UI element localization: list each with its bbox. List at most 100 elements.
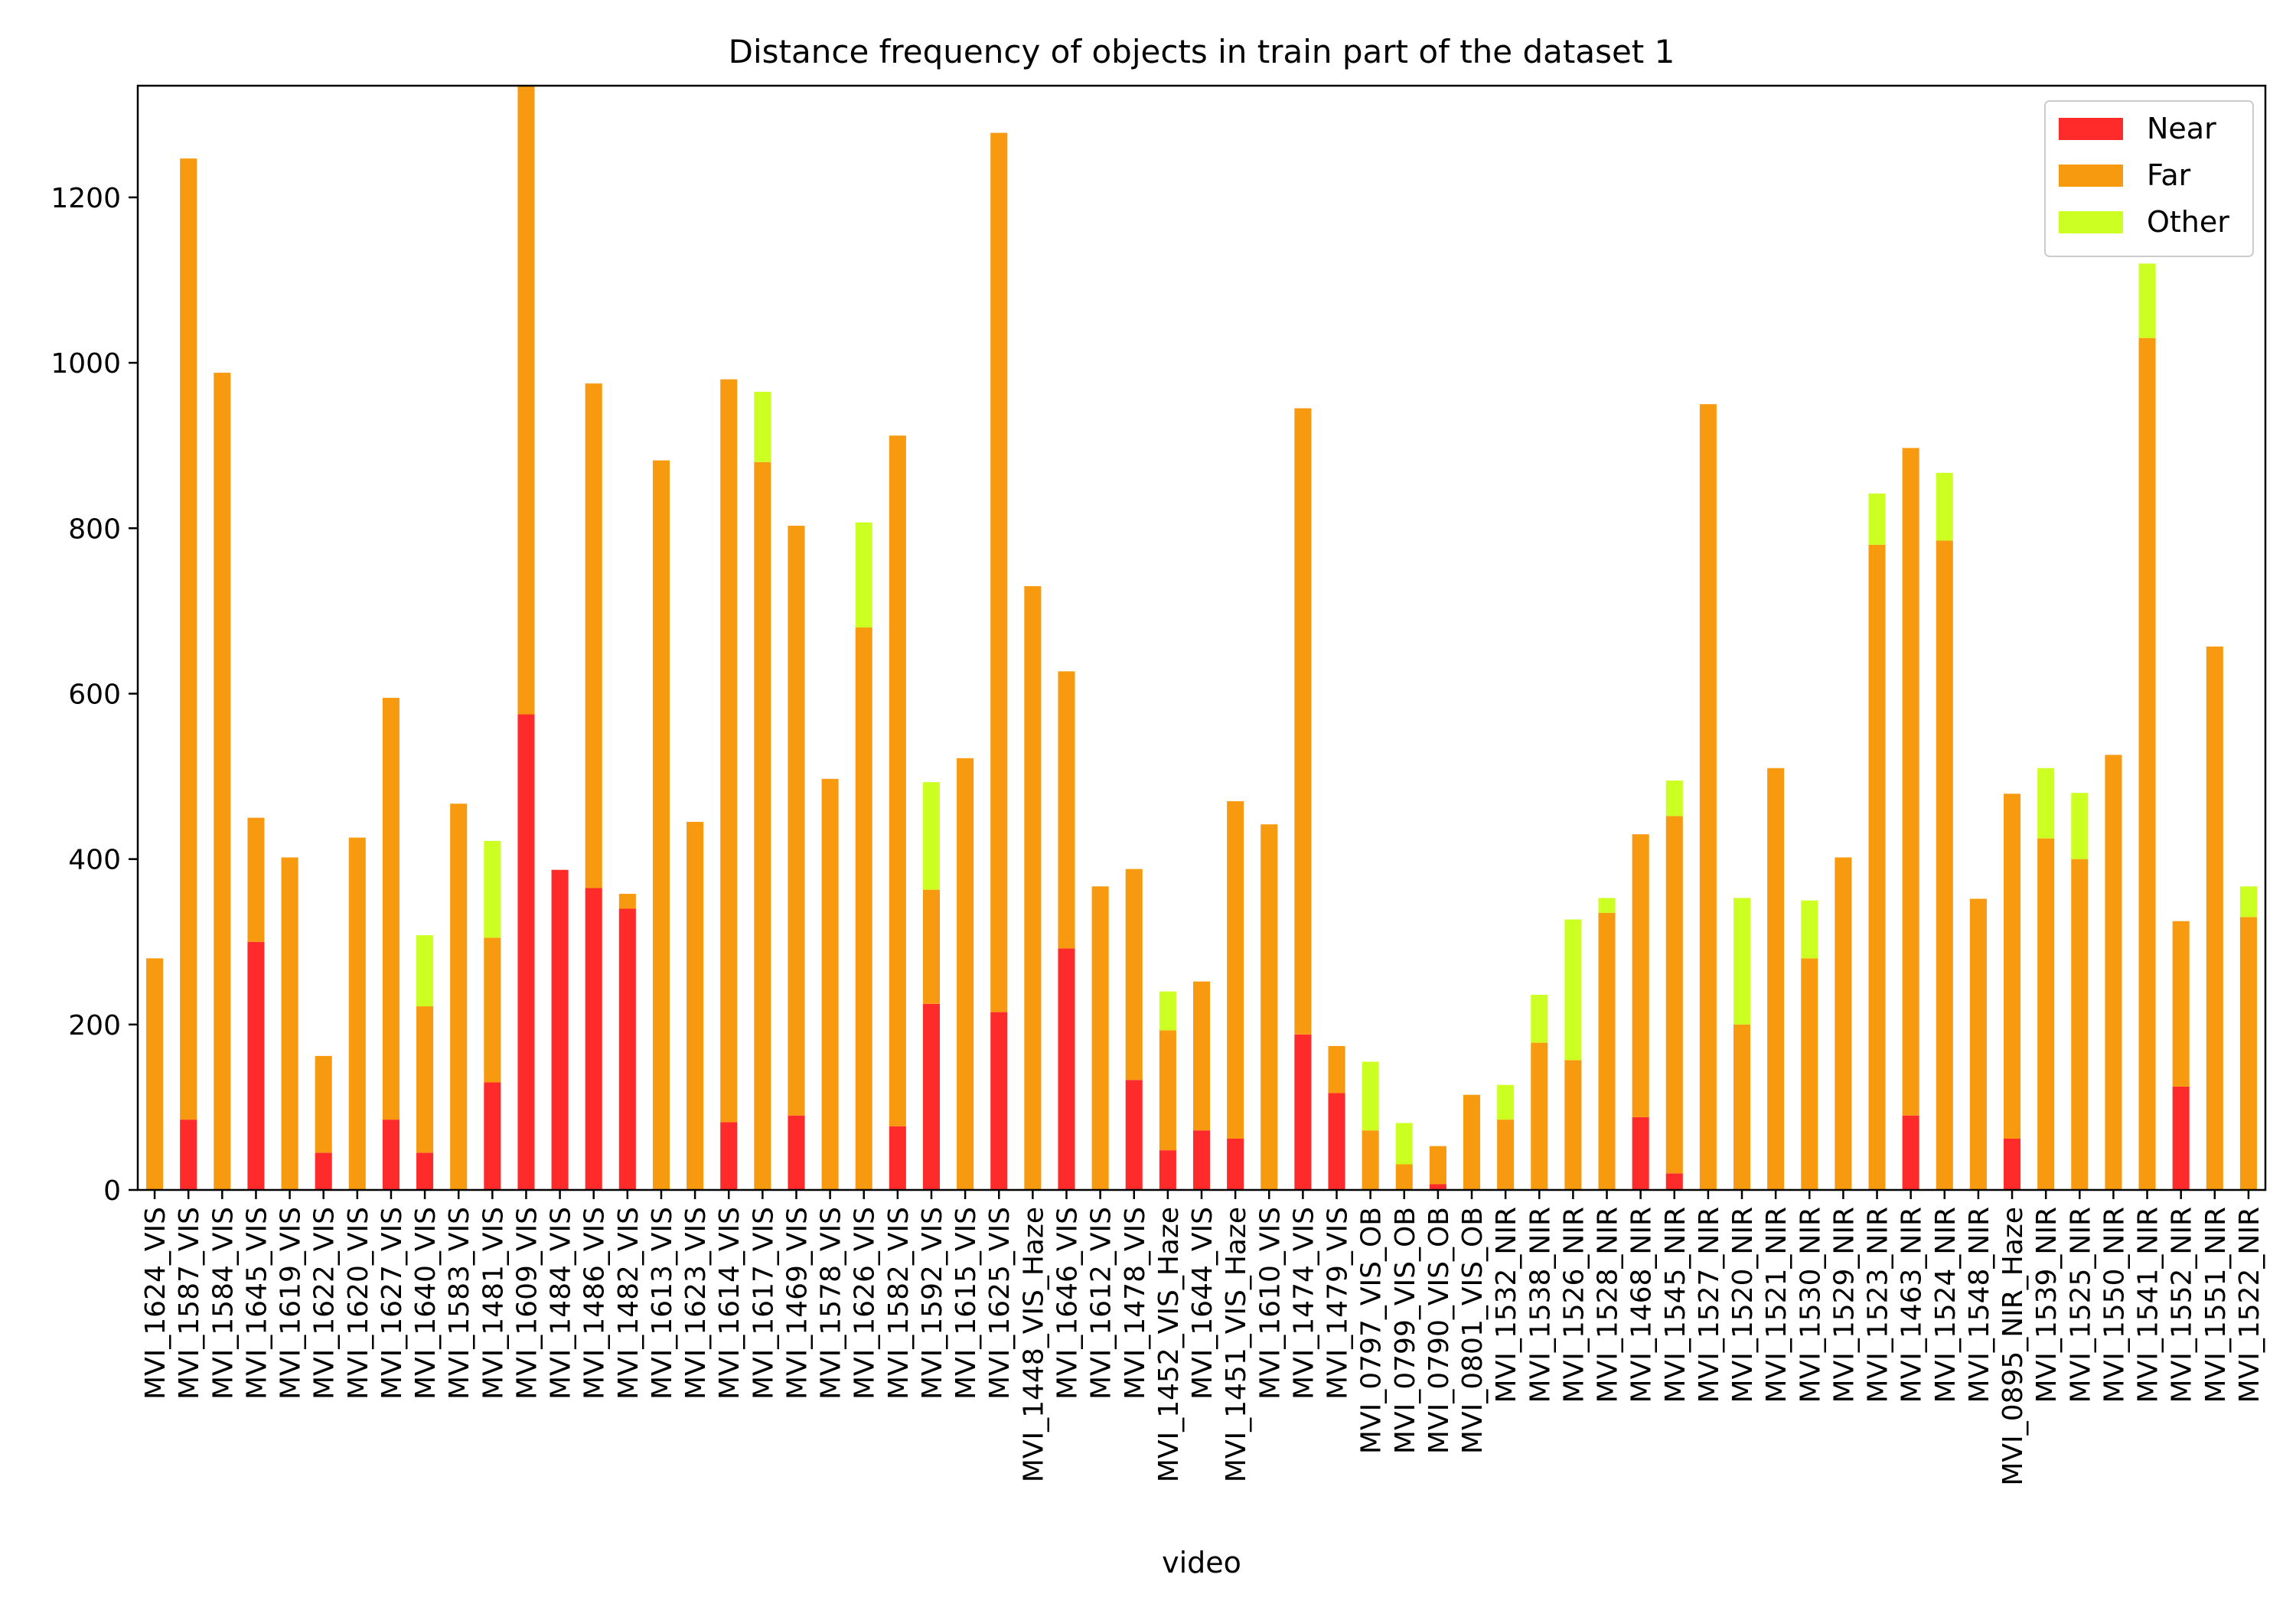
bar-far-MVI_1625_VIS bbox=[990, 132, 1008, 1012]
bar-near-MVI_1484_VIS bbox=[551, 869, 569, 1190]
x-tick-label: MVI_1626_VIS bbox=[850, 1207, 881, 1400]
bar-near-MVI_1614_VIS bbox=[720, 1122, 738, 1190]
y-tick-label: 600 bbox=[68, 679, 121, 710]
bar-far-MVI_1617_VIS bbox=[754, 461, 771, 1190]
bar-far-MVI_0799_VIS_OB bbox=[1395, 1164, 1413, 1190]
bar-far-MVI_1627_VIS bbox=[382, 697, 400, 1120]
bar-near-MVI_1451_VIS_Haze bbox=[1227, 1138, 1244, 1190]
x-tick-label: MVI_1452_VIS_Haze bbox=[1153, 1207, 1185, 1482]
bar-far-MVI_1482_VIS bbox=[618, 894, 636, 909]
bar-far-MVI_1584_VIS bbox=[214, 373, 231, 1190]
x-tick-label: MVI_1623_VIS bbox=[680, 1207, 712, 1400]
x-tick-label: MVI_1622_VIS bbox=[309, 1207, 341, 1400]
bar-near-MVI_1469_VIS bbox=[788, 1115, 805, 1190]
bar-near-MVI_0790_VIS_OB bbox=[1429, 1184, 1446, 1190]
bar-far-MVI_1521_NIR bbox=[1767, 768, 1785, 1190]
bar-far-MVI_1612_VIS bbox=[1091, 886, 1109, 1190]
bar-far-MVI_1626_VIS bbox=[855, 627, 872, 1190]
bar-far-MVI_1620_VIS bbox=[348, 837, 366, 1190]
x-tick-label: MVI_1541_NIR bbox=[2133, 1207, 2164, 1403]
x-tick-label: MVI_1613_VIS bbox=[647, 1207, 678, 1400]
bar-other-MVI_1452_VIS_Haze bbox=[1159, 991, 1176, 1031]
bar-other-MVI_1526_NIR bbox=[1564, 919, 1582, 1061]
bar-other-MVI_1522_NIR bbox=[2239, 886, 2257, 918]
x-tick-label: MVI_1486_VIS bbox=[579, 1207, 611, 1400]
x-tick-label: MVI_1640_VIS bbox=[410, 1207, 442, 1400]
x-tick-label: MVI_1484_VIS bbox=[546, 1207, 577, 1400]
bar-far-MVI_1545_NIR bbox=[1665, 816, 1683, 1174]
bar-far-MVI_1452_VIS_Haze bbox=[1159, 1030, 1176, 1151]
x-tick-label: MVI_1551_NIR bbox=[2200, 1207, 2232, 1403]
y-tick-label: 400 bbox=[68, 845, 121, 876]
legend-label-other: Other bbox=[2147, 205, 2229, 239]
x-tick-label: MVI_1528_NIR bbox=[1593, 1207, 1624, 1403]
bar-far-MVI_1479_VIS bbox=[1328, 1045, 1345, 1094]
x-tick-label: MVI_1532_NIR bbox=[1491, 1207, 1522, 1403]
x-tick-label: MVI_1610_VIS bbox=[1254, 1207, 1286, 1400]
x-tick-label: MVI_1625_VIS bbox=[984, 1207, 1016, 1400]
x-tick-label: MVI_1552_NIR bbox=[2167, 1207, 2198, 1403]
bar-other-MVI_1525_NIR bbox=[2071, 793, 2089, 859]
x-tick-label: MVI_1474_VIS bbox=[1288, 1207, 1319, 1400]
bar-near-MVI_1625_VIS bbox=[990, 1012, 1008, 1190]
x-tick-label: MVI_1645_VIS bbox=[241, 1207, 272, 1400]
bar-far-MVI_1622_VIS bbox=[315, 1055, 332, 1153]
bar-far-MVI_1582_VIS bbox=[889, 435, 906, 1126]
bar-far-MVI_1541_NIR bbox=[2138, 337, 2156, 1190]
bar-other-MVI_1520_NIR bbox=[1733, 898, 1751, 1025]
x-tick-label: MVI_0895_NIR_Haze bbox=[1998, 1207, 2029, 1486]
bar-far-MVI_1469_VIS bbox=[788, 526, 805, 1116]
x-tick-label: MVI_1520_NIR bbox=[1727, 1207, 1759, 1403]
y-tick-label: 0 bbox=[103, 1175, 121, 1207]
bar-far-MVI_1624_VIS bbox=[146, 958, 164, 1190]
bar-near-MVI_1627_VIS bbox=[382, 1120, 400, 1190]
bar-far-MVI_1645_VIS bbox=[247, 817, 265, 942]
bar-near-MVI_1592_VIS bbox=[922, 1003, 941, 1190]
bar-far-MVI_1529_NIR bbox=[1835, 857, 1852, 1190]
x-tick-label: MVI_1527_NIR bbox=[1694, 1207, 1725, 1403]
bar-far-MVI_0797_VIS_OB bbox=[1362, 1130, 1379, 1190]
bar-near-MVI_1582_VIS bbox=[889, 1126, 906, 1190]
bar-far-MVI_1532_NIR bbox=[1497, 1120, 1515, 1190]
x-tick-label: MVI_0799_VIS_OB bbox=[1390, 1207, 1421, 1454]
x-axis-label: video bbox=[1162, 1546, 1241, 1579]
bar-other-MVI_0799_VIS_OB bbox=[1395, 1123, 1413, 1165]
bar-other-MVI_1541_NIR bbox=[2138, 263, 2156, 338]
legend[interactable]: Near Far Other bbox=[2044, 100, 2254, 257]
bar-far-MVI_1548_NIR bbox=[1969, 898, 1987, 1190]
bar-far-MVI_1646_VIS bbox=[1058, 671, 1075, 949]
bar-far-MVI_1587_VIS bbox=[180, 158, 197, 1120]
bar-far-MVI_1468_NIR bbox=[1632, 834, 1649, 1117]
bar-far-MVI_1481_VIS bbox=[484, 937, 501, 1083]
bar-other-MVI_1530_NIR bbox=[1801, 900, 1818, 959]
bar-near-MVI_1622_VIS bbox=[315, 1152, 332, 1190]
y-axis: 0 200 400 600 800 1000 1200 bbox=[51, 183, 138, 1207]
bar-other-MVI_1640_VIS bbox=[416, 935, 434, 1007]
x-tick-label: MVI_1478_VIS bbox=[1120, 1207, 1151, 1400]
x-tick-label: MVI_1624_VIS bbox=[140, 1207, 171, 1400]
bar-far-MVI_1527_NIR bbox=[1699, 404, 1717, 1190]
bar-far-MVI_1551_NIR bbox=[2206, 646, 2223, 1190]
x-tick-label: MVI_1479_VIS bbox=[1322, 1207, 1354, 1400]
x-tick-label: MVI_1538_NIR bbox=[1525, 1207, 1556, 1403]
bar-other-MVI_1538_NIR bbox=[1531, 994, 1548, 1043]
legend-swatch-far bbox=[2059, 165, 2123, 187]
x-tick-label: MVI_1463_NIR bbox=[1896, 1207, 1928, 1403]
x-tick-label: MVI_1482_VIS bbox=[613, 1207, 644, 1400]
bar-near-MVI_1645_VIS bbox=[247, 941, 265, 1190]
x-tick-label: MVI_0797_VIS_OB bbox=[1356, 1207, 1388, 1454]
legend-swatch-other bbox=[2059, 211, 2123, 233]
bar-far-MVI_1463_NIR bbox=[1902, 448, 1919, 1116]
x-tick-label: MVI_1529_NIR bbox=[1828, 1207, 1860, 1403]
x-tick-label: MVI_1592_VIS bbox=[917, 1207, 948, 1400]
bar-far-MVI_1522_NIR bbox=[2239, 917, 2257, 1190]
x-tick-label: MVI_1481_VIS bbox=[478, 1207, 509, 1400]
bar-other-MVI_1528_NIR bbox=[1598, 898, 1616, 913]
bar-near-MVI_1463_NIR bbox=[1902, 1115, 1919, 1190]
x-tick-label: MVI_1523_NIR bbox=[1863, 1207, 1894, 1403]
x-tick-label: MVI_1530_NIR bbox=[1795, 1207, 1826, 1403]
bar-far-MVI_1550_NIR bbox=[2105, 755, 2122, 1190]
bar-far-MVI_0801_VIS_OB bbox=[1463, 1094, 1481, 1190]
bar-far-MVI_1644_VIS bbox=[1192, 981, 1211, 1131]
